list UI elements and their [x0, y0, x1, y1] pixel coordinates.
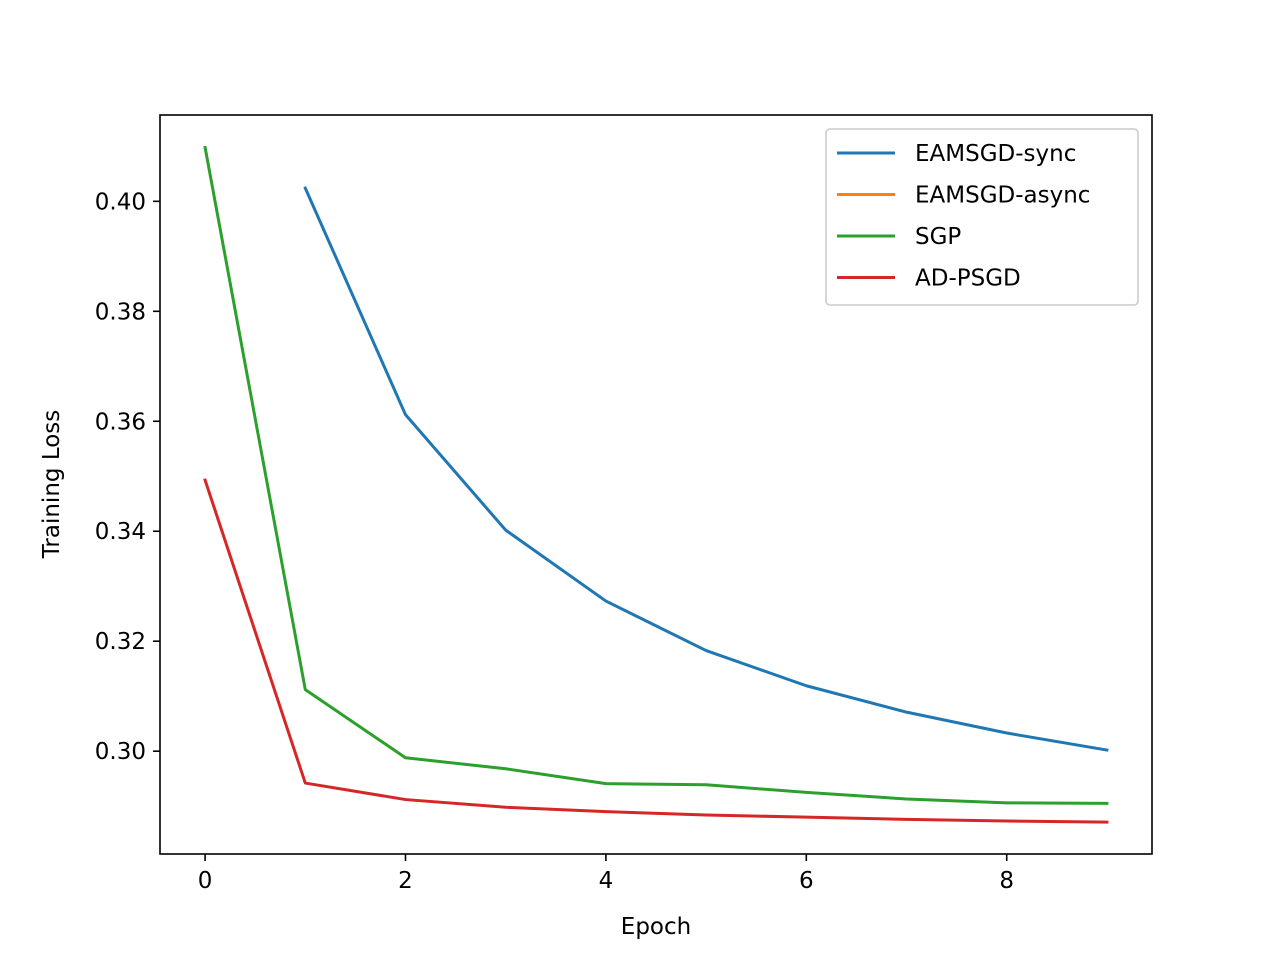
y-tick-label: 0.40 [95, 189, 146, 215]
y-tick-label: 0.36 [95, 409, 146, 435]
y-axis: 0.30 0.32 0.34 0.36 0.38 0.40 [95, 189, 160, 765]
series-layer [203, 145, 1109, 824]
y-tick-label: 0.38 [95, 299, 146, 325]
x-axis: 0 2 4 6 8 [198, 854, 1014, 894]
legend-label: EAMSGD-sync [915, 141, 1076, 167]
y-tick-label: 0.34 [95, 519, 146, 545]
y-tick-label: 0.30 [95, 739, 146, 765]
x-axis-title: Epoch [621, 914, 691, 940]
legend-label: AD-PSGD [915, 266, 1021, 292]
x-tick-label: 8 [999, 868, 1014, 894]
axes-frame [159, 114, 1153, 855]
legend-label: EAMSGD-async [915, 183, 1090, 209]
legend-label: SGP [915, 224, 961, 250]
legend-box [825, 128, 1139, 306]
series-line-eamsgd-sync [303, 186, 1109, 752]
series-line-ad-psgd [203, 478, 1109, 824]
legend: EAMSGD-sync EAMSGD-async SGP AD-PSGD [825, 128, 1139, 306]
legend-items: EAMSGD-sync EAMSGD-async SGP AD-PSGD [837, 141, 1090, 292]
x-tick-label: 6 [799, 868, 814, 894]
y-axis-title: Training Loss [39, 410, 65, 560]
x-tick-label: 4 [599, 868, 614, 894]
x-tick-label: 0 [198, 868, 213, 894]
plot-area [203, 145, 1109, 824]
y-tick-label: 0.32 [95, 629, 146, 655]
x-tick-label: 2 [398, 868, 413, 894]
series-line-sgp [203, 145, 1109, 805]
